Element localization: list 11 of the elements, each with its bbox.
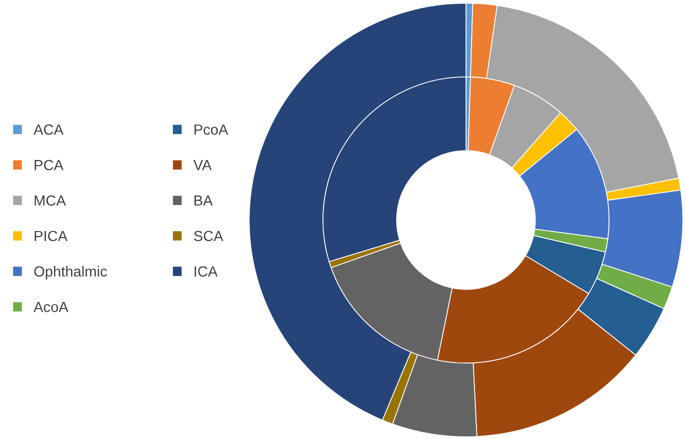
legend-label: AcoA — [34, 302, 68, 312]
legend-label: Ophthalmic — [34, 266, 107, 280]
legend-label: PCA — [34, 160, 64, 170]
legend-label: MCA — [34, 195, 66, 206]
legend-label: PICA — [34, 230, 68, 242]
legend-label: VA — [193, 160, 212, 170]
legend-label: ICA — [194, 266, 218, 277]
legend-label: BA — [194, 196, 213, 206]
legend-label: PcoA — [194, 124, 228, 135]
legend-label: SCA — [194, 230, 224, 242]
legend-label: ACA — [34, 124, 64, 135]
